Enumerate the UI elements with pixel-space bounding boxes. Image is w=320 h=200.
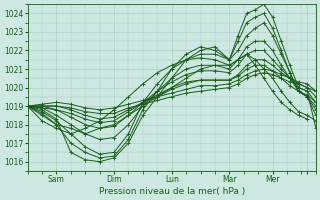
X-axis label: Pression niveau de la mer( hPa ): Pression niveau de la mer( hPa ) (99, 187, 245, 196)
